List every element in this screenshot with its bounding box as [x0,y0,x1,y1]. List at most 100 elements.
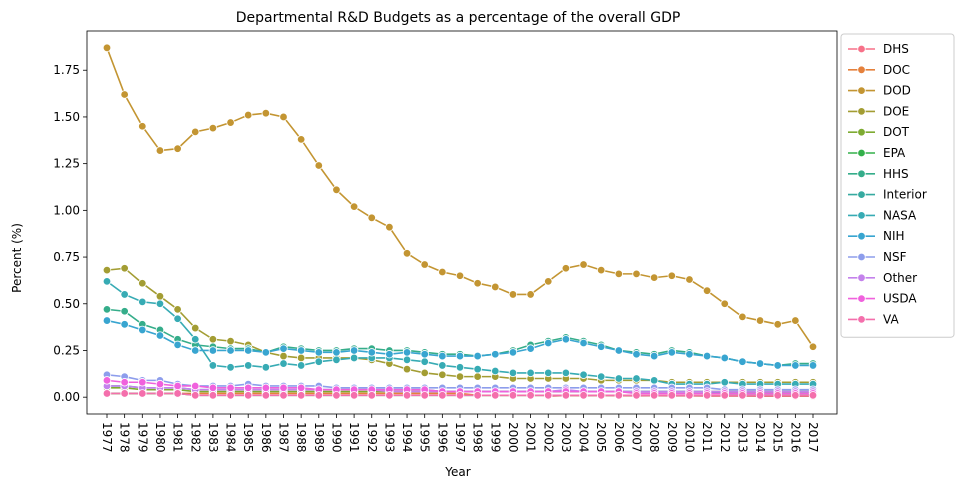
y-tick-label: 1.00 [53,203,80,217]
legend-swatch-marker [857,273,866,282]
series-nasa [102,277,818,389]
legend-label: DOE [883,104,909,118]
data-point [491,391,500,400]
data-point [455,363,465,372]
data-point [579,391,588,400]
data-point [438,361,447,370]
data-point [279,391,288,400]
x-tick-label: 1987 [277,422,291,453]
data-point [597,265,606,275]
plot-frame [86,30,838,415]
data-point [226,391,235,400]
data-point [649,391,659,400]
data-point [526,344,535,353]
data-point [173,381,182,391]
legend-label: NSF [883,250,907,264]
x-tick-label: 2000 [506,422,520,453]
x-tick-label: 1993 [382,422,396,453]
data-point [720,378,729,387]
data-point [579,338,588,348]
data-point [102,376,112,385]
data-point [208,123,218,133]
legend-item: USDA [848,292,917,306]
data-point [332,391,341,400]
data-point [438,267,447,277]
legend-item: Other [848,271,917,285]
data-point [791,391,800,400]
data-point [791,361,800,370]
legend: DHS DOC DOD DOE DOT EPA HHS Interior NASA NIH NSF O… [840,33,955,338]
data-point [173,314,182,323]
data-point [173,305,182,314]
data-point [561,368,571,378]
plot-lines [102,43,818,401]
data-point [402,364,412,374]
data-point [491,282,500,292]
x-tick-label: 1995 [418,422,432,453]
data-point [226,336,235,346]
data-point [296,383,306,393]
data-point [314,161,323,170]
data-point [332,185,341,195]
data-point [155,292,165,301]
data-point [597,342,606,351]
data-point [508,348,518,357]
data-point [314,348,323,357]
data-point [261,391,271,400]
data-point [544,338,553,348]
data-point [455,391,465,400]
data-point [455,271,465,280]
legend-swatch-marker [857,127,866,137]
data-point [773,320,782,329]
data-point [120,290,129,299]
data-point [544,391,553,400]
legend-label: USDA [883,292,917,306]
data-point [191,346,200,355]
data-point [614,346,624,355]
series-va [102,389,818,400]
data-point [279,112,288,122]
data-point [508,391,518,400]
data-point [191,335,200,344]
data-point [367,391,376,400]
legend-label: NASA [883,208,917,222]
data-point [296,135,306,144]
legend-swatch-marker [857,252,866,262]
data-point [349,346,359,355]
data-point [702,351,712,361]
data-point [720,391,729,400]
data-point [296,353,306,363]
legend-swatch-marker [857,65,866,74]
series-dod [102,43,818,351]
data-point [261,348,271,357]
x-tick-label: 2003 [559,422,573,453]
data-point [720,353,729,363]
series-nih [102,316,818,370]
data-point [808,391,818,400]
data-point [526,290,535,299]
data-point [367,348,376,357]
x-tick-label: 1988 [294,422,308,453]
x-tick-label: 1979 [135,422,149,453]
data-point [138,325,147,335]
legend-item: DOE [848,104,909,118]
legend-swatch-marker [857,86,866,95]
data-point [455,351,465,361]
data-point [385,350,394,359]
legend-item: EPA [848,146,906,160]
data-point [226,346,235,355]
y-axis: 0.00 0.25 0.50 0.75 1.00 1.25 1.50 1.75 [53,63,87,404]
data-point [120,378,129,387]
data-point [632,269,641,279]
legend-item: NIH [848,229,905,243]
data-point [473,351,482,361]
data-point [173,389,182,398]
legend-label: Interior [883,188,927,202]
data-point [279,359,288,368]
data-point [773,391,782,400]
data-point [632,391,641,400]
x-tick-label: 2010 [682,422,696,453]
data-point [473,372,482,381]
data-point [349,202,359,211]
data-point [102,43,112,53]
